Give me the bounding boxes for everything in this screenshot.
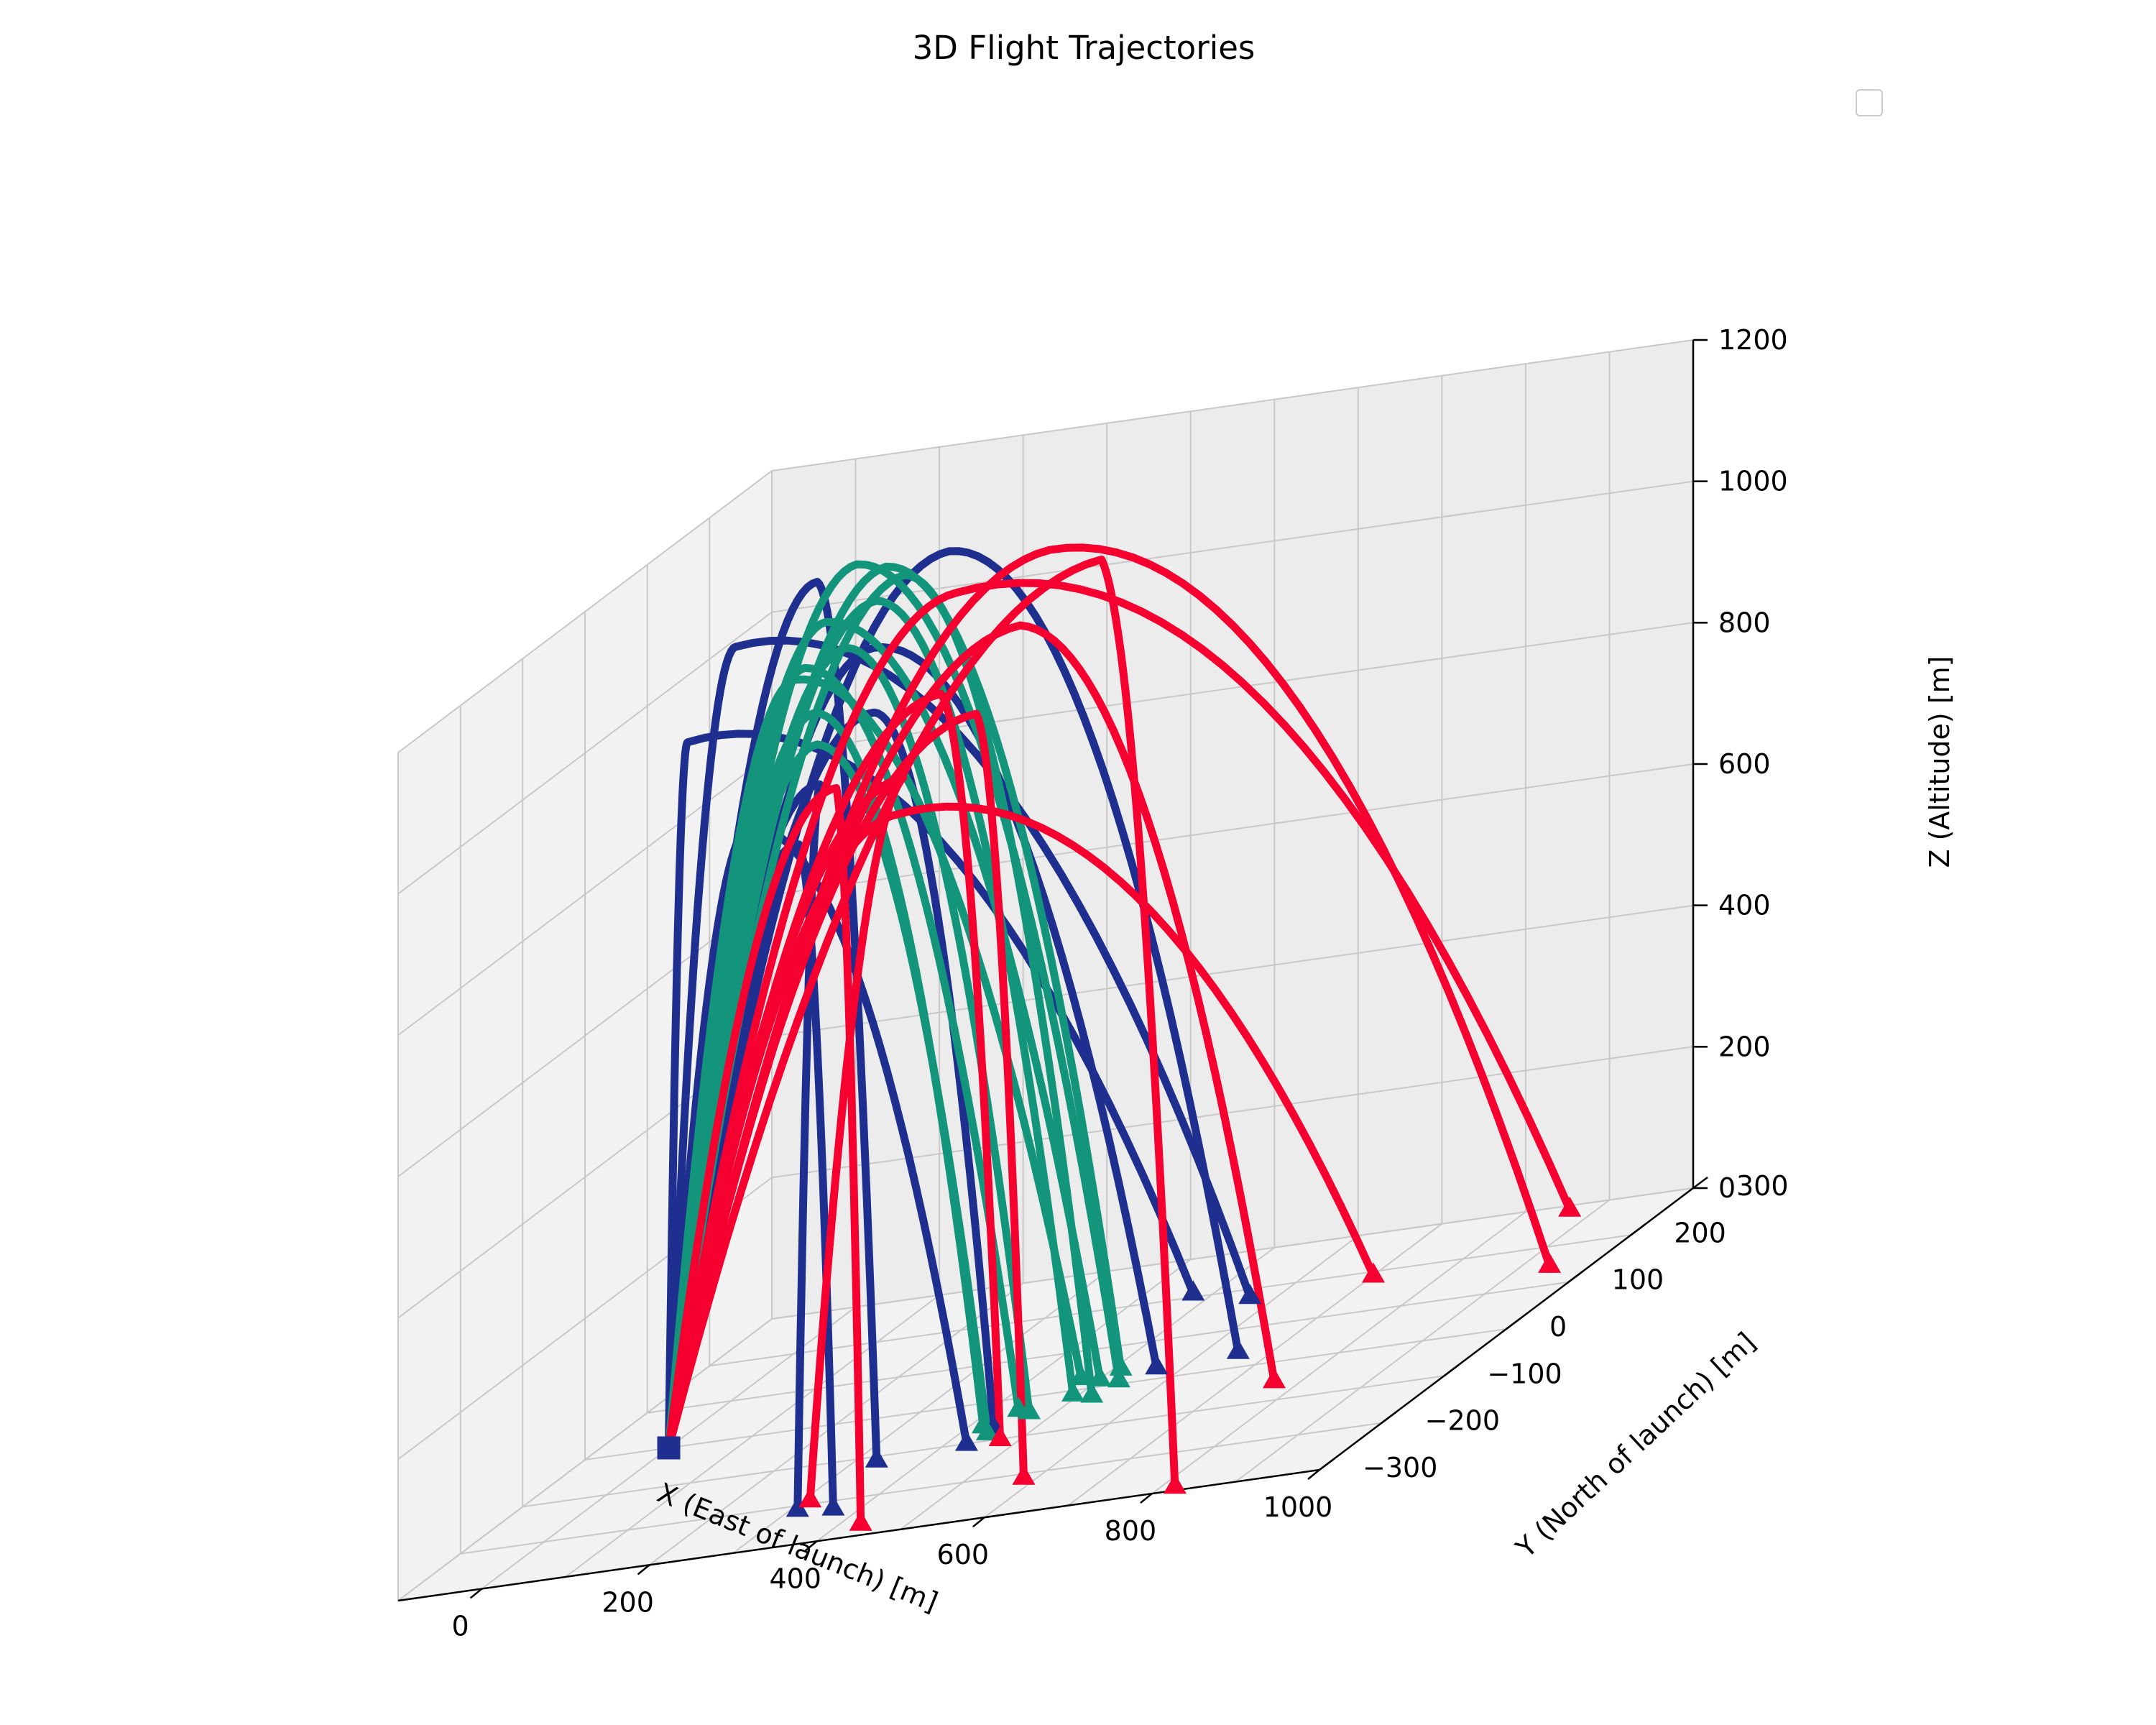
landing-marker — [821, 1495, 845, 1516]
y-tick-label: −200 — [1425, 1405, 1500, 1437]
y-tick — [1506, 1317, 1521, 1330]
y-tick-label: −300 — [1363, 1452, 1437, 1484]
z-tick-label: 600 — [1718, 748, 1771, 780]
landing-marker — [1226, 1338, 1250, 1359]
trajectory-line — [665, 730, 1197, 1452]
x-tick-label: 1000 — [1263, 1491, 1333, 1523]
landing-marker — [976, 1420, 999, 1440]
z-tick-label: 0 — [1718, 1172, 1736, 1204]
trajectory-line — [665, 740, 992, 1452]
z-axis-label: Z (Altitude) [m] — [1924, 656, 1955, 868]
landing-marker — [1018, 1399, 1041, 1420]
y-tick-label: 300 — [1736, 1170, 1789, 1202]
landing-marker — [1558, 1196, 1582, 1217]
y-tick — [1381, 1411, 1397, 1424]
z-tick-label: 400 — [1718, 890, 1771, 921]
landing-marker — [1238, 1284, 1262, 1305]
chart-title: 3D Flight Trajectories — [913, 29, 1256, 67]
trajectory-line — [665, 783, 865, 1528]
landing-marker — [1061, 1381, 1084, 1402]
y-tick-label: −100 — [1487, 1358, 1562, 1389]
trajectory-line — [665, 689, 1005, 1452]
trajectory-line — [665, 663, 1023, 1452]
landing-marker — [1080, 1382, 1104, 1403]
y-tick — [1319, 1458, 1335, 1471]
x-tick — [804, 1540, 818, 1552]
launch-marker — [657, 1436, 681, 1460]
gridline-z — [397, 480, 1694, 895]
landing-marker — [798, 1487, 822, 1508]
x-tick-label: 0 — [451, 1610, 469, 1642]
z-tick-label: 1200 — [1718, 324, 1788, 356]
landing-marker — [1181, 1280, 1205, 1301]
landing-marker — [1088, 1366, 1112, 1386]
landing-marker — [955, 1430, 978, 1451]
landing-marker — [849, 1510, 872, 1531]
axis-ticks: 02004006008001000−300−200−10001002003000… — [451, 324, 1788, 1642]
landing-marker — [988, 1426, 1012, 1446]
z-tick-label: 200 — [1718, 1031, 1771, 1062]
y-tick — [1567, 1270, 1584, 1283]
trajectories — [665, 543, 1574, 1528]
y-tick — [1630, 1223, 1646, 1236]
y-tick-label: 200 — [1674, 1217, 1726, 1248]
trajectory-line — [665, 709, 1028, 1482]
landing-marker — [1069, 1365, 1093, 1386]
x-tick — [1307, 1469, 1320, 1480]
x-tick-label: 400 — [769, 1563, 821, 1594]
y-tick — [1443, 1364, 1460, 1377]
y-tick-label: 0 — [1549, 1311, 1567, 1343]
gridline-z — [397, 1187, 1694, 1601]
x-tick-label: 800 — [1105, 1515, 1157, 1547]
x-tick — [1140, 1493, 1153, 1504]
x-tick-label: 600 — [937, 1539, 990, 1570]
y-tick-label: 100 — [1612, 1264, 1664, 1296]
trajectory-line — [665, 579, 1574, 1452]
landing-marker — [865, 1447, 888, 1468]
markers — [657, 1196, 1582, 1531]
z-tick-label: 1000 — [1718, 466, 1788, 497]
gridline-z — [397, 1046, 1694, 1460]
trajectory-line — [665, 555, 1179, 1491]
landing-marker — [786, 1496, 809, 1517]
x-tick — [637, 1564, 650, 1576]
landing-marker — [1107, 1367, 1130, 1388]
z-tick-label: 800 — [1718, 607, 1771, 638]
y-tick — [1692, 1177, 1708, 1189]
landing-marker — [1538, 1252, 1562, 1273]
landing-marker — [1012, 1464, 1036, 1485]
gridline-z — [397, 339, 1694, 753]
x-tick — [972, 1517, 985, 1528]
landing-marker — [1163, 1473, 1187, 1494]
landing-marker — [1145, 1354, 1169, 1375]
landing-marker — [1109, 1355, 1133, 1376]
legend-box — [1856, 89, 1883, 116]
x-tick — [469, 1588, 483, 1599]
landing-marker — [1263, 1368, 1286, 1389]
x-tick-label: 200 — [602, 1586, 654, 1618]
landing-marker — [1362, 1262, 1385, 1283]
trajectory-line — [665, 636, 1254, 1452]
